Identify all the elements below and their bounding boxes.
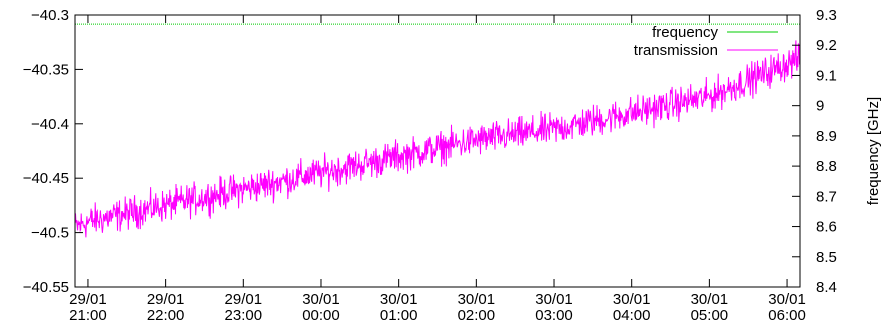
- y-tick-label: −40.55: [23, 279, 69, 296]
- y2-tick-label: 9.2: [816, 37, 837, 54]
- y2-tick-label: 8.8: [816, 158, 837, 175]
- x-tick-time: 05:00: [691, 307, 729, 324]
- y2-tick-label: 8.6: [816, 219, 837, 236]
- x-tick-time: 00:00: [302, 307, 340, 324]
- y2-tick-label: 9: [816, 98, 824, 115]
- legend-label: transmission: [634, 42, 718, 59]
- y2-tick-label: 9.1: [816, 67, 837, 84]
- x-tick-date: 29/01: [225, 291, 263, 308]
- legend-label: frequency: [652, 24, 718, 41]
- x-tick-time: 01:00: [380, 307, 418, 324]
- x-tick-time: 03:00: [535, 307, 573, 324]
- x-tick-date: 30/01: [458, 291, 496, 308]
- y2-tick-label: 8.9: [816, 128, 837, 145]
- series-transmission-line: [74, 40, 801, 238]
- x-tick-date: 29/01: [69, 291, 107, 308]
- x-tick-date: 30/01: [613, 291, 651, 308]
- y2-axis-labels: 9.3 9.2 9.1 9 8.9 8.8 8.7 8.6 8.5 8.4: [816, 7, 837, 296]
- x-tick-date: 30/01: [302, 291, 340, 308]
- y-tick-label: −40.35: [23, 61, 69, 78]
- y-tick-label: −40.4: [31, 116, 69, 133]
- x-tick-date: 30/01: [535, 291, 573, 308]
- y2-tick-label: 9.3: [816, 7, 837, 24]
- y2-tick-label: 8.7: [816, 188, 837, 205]
- ticks: [75, 14, 800, 288]
- y-tick-label: −40.5: [31, 225, 69, 242]
- x-tick-date: 29/01: [147, 291, 185, 308]
- y2-axis-title: frequency [GHz]: [865, 97, 882, 205]
- x-tick-time: 23:00: [225, 307, 263, 324]
- x-axis-labels: 29/0121:0029/0122:0029/0123:0030/0100:00…: [69, 291, 806, 324]
- plot-frame: [74, 14, 801, 288]
- y-tick-label: −40.45: [23, 170, 69, 187]
- x-tick-time: 06:00: [768, 307, 806, 324]
- x-tick-date: 30/01: [691, 291, 729, 308]
- x-tick-time: 02:00: [458, 307, 496, 324]
- x-tick-time: 22:00: [147, 307, 185, 324]
- y2-tick-label: 8.4: [816, 279, 837, 296]
- x-tick-date: 30/01: [380, 291, 418, 308]
- plot-content: [74, 23, 801, 238]
- x-tick-date: 30/01: [768, 291, 806, 308]
- y-axis-labels: −40.3 −40.35 −40.4 −40.45 −40.5 −40.55: [23, 7, 69, 296]
- x-tick-time: 04:00: [613, 307, 651, 324]
- y2-tick-label: 8.5: [816, 249, 837, 266]
- y-tick-label: −40.3: [31, 7, 69, 24]
- x-tick-time: 21:00: [69, 307, 107, 324]
